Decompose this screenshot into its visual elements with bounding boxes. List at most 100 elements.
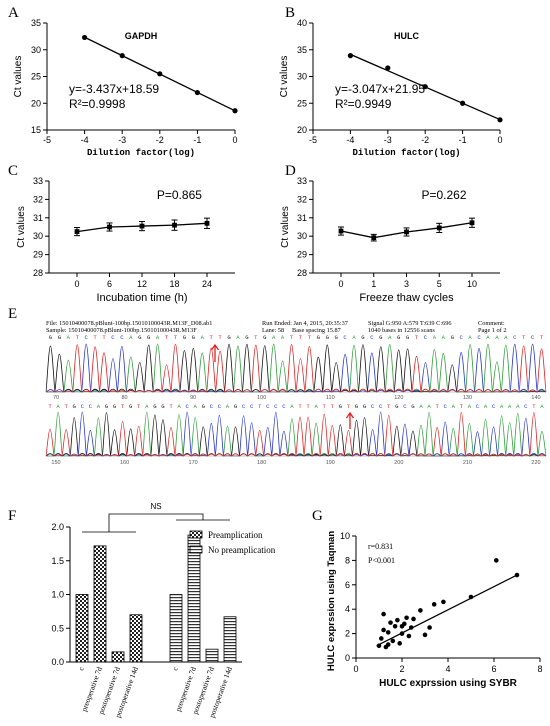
base-call: A	[314, 403, 318, 410]
data-point	[194, 89, 200, 96]
p-value: P=0.865	[157, 188, 202, 202]
y-tick-label: 1.0	[51, 590, 64, 600]
y-tick-label: 8	[345, 555, 350, 565]
x-tick-label: 0	[353, 664, 358, 674]
base-call: A	[442, 334, 446, 341]
x-tick-label: -2	[421, 135, 429, 145]
bar	[205, 648, 219, 663]
base-call: T	[254, 334, 258, 341]
data-point	[469, 220, 475, 226]
data-point	[431, 602, 437, 607]
base-call: T	[435, 403, 439, 410]
r-squared: R²=0.9949	[335, 97, 392, 111]
x-tick-label: 5	[437, 279, 442, 289]
data-point	[232, 108, 238, 114]
y-tick-label: 20	[31, 98, 41, 108]
data-point	[399, 631, 405, 636]
base-call: A	[177, 403, 181, 410]
base-call: T	[93, 334, 97, 341]
base-call: C	[379, 403, 383, 410]
panel-a: A -5 -4 -3 -2 -1 0 15 20 25 30 35 GAPDH Dilution fact…	[8, 5, 238, 158]
legend-swatch	[189, 530, 203, 539]
panel-b: B -5 -4 -3 -2 -1 0 20 25 30 35 40 HULC Dilution facto…	[279, 5, 503, 158]
base-call: G	[411, 403, 415, 410]
base-call: G	[234, 403, 238, 410]
data-point	[427, 625, 432, 630]
y-tick-label: 0	[345, 653, 350, 663]
data-point	[381, 611, 386, 617]
base-call: C	[371, 403, 375, 410]
data-point	[172, 222, 177, 228]
y-axis-label: Ct values	[279, 56, 290, 98]
data-point	[82, 34, 88, 41]
base-call: C	[81, 403, 85, 410]
base-call: G	[355, 403, 359, 410]
panel-g: G 0 2 4 6 8 0 2 4 6 8 10 r=0.831 P<0.001 HULC exprssio…	[312, 508, 543, 689]
y-tick-label: 30	[33, 231, 43, 241]
base-call: G	[361, 334, 365, 341]
x-tick-label: -5	[309, 135, 317, 145]
x-axis-label: Dilution factor(log)	[352, 148, 460, 158]
base-call: C	[242, 403, 246, 410]
position-tick: 90	[190, 395, 196, 401]
base-call: T	[540, 334, 544, 341]
base-call: C	[513, 334, 517, 341]
base-call: T	[290, 334, 294, 341]
data-point	[422, 632, 428, 638]
panel-c: C 28 29 30 31 32 33 0 6 12 18 24 P=0.865 Incubation t…	[8, 163, 235, 304]
data-point	[397, 641, 403, 646]
x-tick-label: -4	[81, 135, 89, 145]
y-tick-label: 29	[297, 250, 307, 260]
base-call: A	[504, 334, 508, 341]
y-tick-label: 1.5	[51, 556, 64, 566]
base-call: G	[138, 334, 142, 341]
bar	[111, 651, 125, 663]
base-call: T	[308, 334, 312, 341]
base-call: G	[105, 403, 109, 410]
base-call: T	[306, 403, 310, 410]
base-call: C	[492, 403, 496, 410]
x-tick-label: 1	[371, 279, 376, 289]
data-point	[404, 615, 409, 621]
y-tick-label: 15	[31, 125, 41, 135]
base-call: G	[49, 334, 53, 341]
data-point	[139, 223, 145, 229]
data-point	[436, 225, 442, 231]
data-point	[460, 100, 466, 106]
base-call: A	[433, 334, 437, 341]
base-call: G	[73, 403, 77, 410]
base-call: C	[403, 403, 407, 410]
base-call: A	[194, 403, 198, 410]
data-point	[385, 65, 391, 71]
base-call: G	[192, 334, 196, 341]
significance-label: NS	[150, 502, 161, 511]
base-call: G	[395, 403, 399, 410]
x-tick-label: 10	[467, 279, 477, 289]
data-point	[514, 572, 520, 578]
base-call: T	[76, 334, 80, 341]
base-call: G	[406, 334, 410, 341]
base-call: C	[111, 334, 115, 341]
panel-label: F	[8, 508, 16, 524]
y-tick-label: 6	[345, 580, 350, 590]
panel-label: C	[8, 163, 18, 179]
position-tick: 140	[531, 395, 540, 401]
data-point	[468, 594, 474, 600]
base-call: T	[209, 334, 213, 341]
base-call: A	[508, 403, 512, 410]
data-point	[74, 229, 80, 234]
data-point	[408, 625, 414, 630]
lane: Lane: 58	[262, 327, 284, 334]
base-call: T	[347, 403, 351, 410]
position-tick: 180	[257, 460, 266, 466]
base-call: C	[444, 403, 448, 410]
position-tick: 200	[394, 460, 403, 466]
base-call: C	[343, 334, 347, 341]
significance-bracket	[82, 513, 230, 533]
y-tick-label: 25	[297, 98, 307, 108]
x-tick-label: -4	[346, 135, 354, 145]
y-tick-label: 33	[33, 176, 43, 186]
x-tick-label: 0	[232, 135, 237, 145]
x-axis-label: Freeze thaw cycles	[359, 292, 454, 304]
y-tick-label: 33	[297, 176, 307, 186]
